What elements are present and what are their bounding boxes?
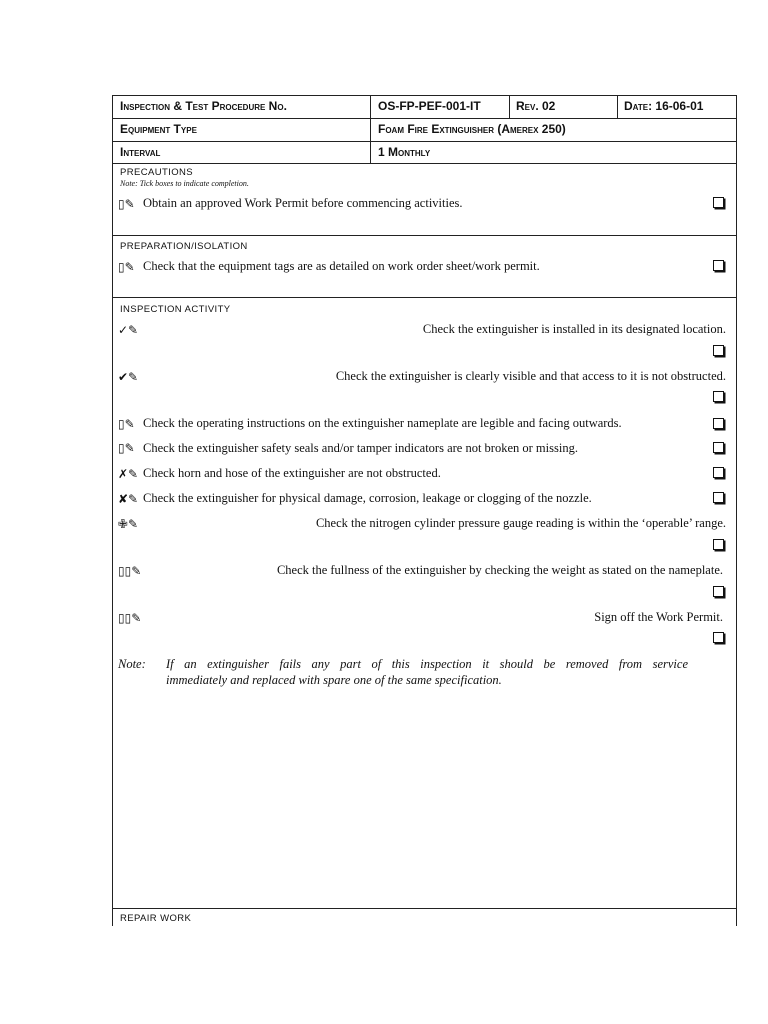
checkbox[interactable]: [713, 260, 724, 271]
inspection-title: Inspection Activity: [120, 304, 231, 315]
preparation-title: Preparation/Isolation: [120, 241, 248, 252]
checkbox[interactable]: [713, 442, 724, 453]
preparation-item: Check that the equipment tags are as det…: [143, 259, 540, 273]
divider: [112, 235, 736, 236]
inspection-item: Check the extinguisher safety seals and/…: [143, 441, 578, 455]
inspection-item: Check the fullness of the extinguisher b…: [276, 563, 723, 577]
inspection-item: Sign off the Work Permit.: [594, 610, 723, 624]
checkbox[interactable]: [713, 197, 724, 208]
interval-value: 1 Monthly: [378, 145, 431, 159]
note-label: Note:: [118, 657, 146, 671]
checkbox[interactable]: [713, 586, 724, 597]
checkbox[interactable]: [713, 632, 724, 643]
interval-label: Interval: [120, 145, 161, 159]
inspection-item: Check the extinguisher is clearly visibl…: [335, 369, 726, 383]
checkbox[interactable]: [713, 345, 724, 356]
equipment-label: Equipment Type: [120, 122, 197, 136]
note-text: If an extinguisher fails any part of thi…: [166, 657, 688, 671]
divider: [112, 297, 736, 298]
heavy-x-icon: ✘✎: [118, 492, 139, 506]
precautions-note: Note: Tick boxes to indicate completion.: [120, 179, 249, 188]
date: Date: 16-06-01: [624, 99, 704, 113]
divider: [112, 118, 736, 119]
divider: [370, 95, 371, 163]
repair-title: Repair Work: [120, 913, 192, 924]
inspection-item: Check the nitrogen cylinder pressure gau…: [315, 516, 726, 530]
inspection-item: Check horn and hose of the extinguisher …: [143, 466, 441, 480]
check-icon: ✓✎: [118, 323, 139, 337]
procedure-label: Inspection & Test Procedure No.: [120, 99, 287, 113]
revision: Rev. 02: [516, 99, 556, 113]
divider: [509, 95, 510, 118]
divider: [112, 908, 736, 909]
checkbox[interactable]: [713, 391, 724, 402]
pencil-icon: ▯✎: [118, 260, 135, 274]
pencil-icon: ▯✎: [118, 417, 135, 431]
note-text: immediately and replaced with spare one …: [166, 673, 502, 687]
pencil-icon: ▯✎: [118, 441, 135, 455]
precaution-item: Obtain an approved Work Permit before co…: [143, 196, 463, 210]
cross-icon: ✙✎: [118, 517, 139, 531]
checkbox[interactable]: [713, 492, 724, 503]
pencil-icon: ▯▯✎: [118, 564, 142, 578]
pencil-icon: ▯▯✎: [118, 611, 142, 625]
precautions-title: Precautions: [120, 167, 194, 178]
form-frame: [112, 95, 737, 926]
checkbox[interactable]: [713, 539, 724, 550]
divider: [617, 95, 618, 118]
divider: [112, 163, 736, 164]
x-icon: ✗✎: [118, 467, 139, 481]
procedure-number: OS-FP-PEF-001-IT: [378, 99, 481, 113]
heavy-check-icon: ✔✎: [118, 370, 139, 384]
divider: [112, 141, 736, 142]
checkbox[interactable]: [713, 418, 724, 429]
inspection-item: Check the extinguisher for physical dama…: [143, 491, 592, 505]
inspection-item: Check the operating instructions on the …: [143, 416, 622, 430]
pencil-icon: ▯✎: [118, 197, 135, 211]
inspection-item: Check the extinguisher is installed in i…: [422, 322, 726, 336]
equipment-value: Foam Fire Extinguisher (Amerex 250): [378, 122, 566, 136]
checkbox[interactable]: [713, 467, 724, 478]
